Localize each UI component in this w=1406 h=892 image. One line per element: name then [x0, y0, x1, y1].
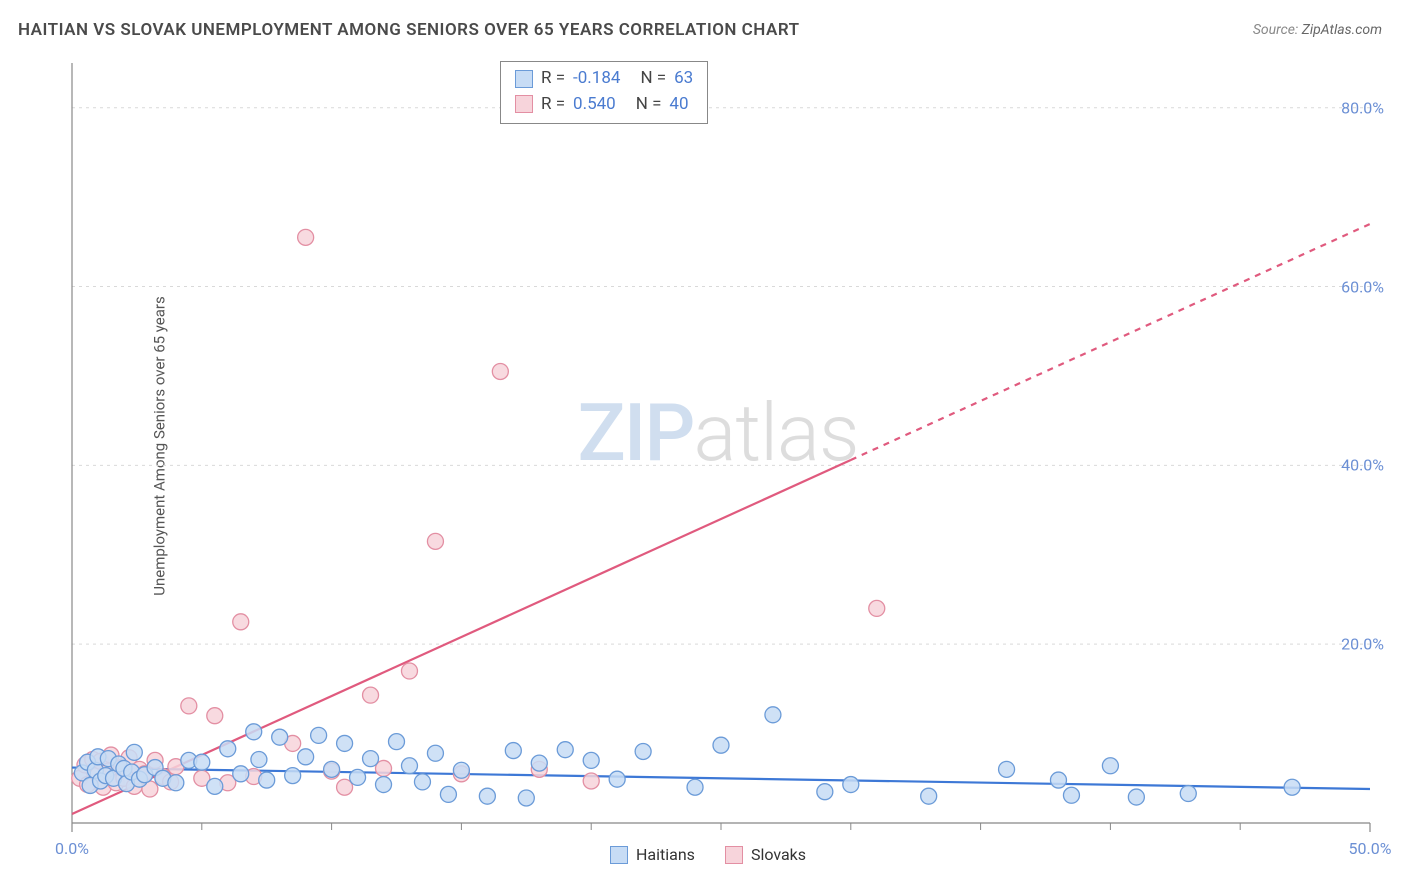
x-tick-label: 0.0% — [55, 839, 89, 858]
y-tick-label: 40.0% — [1341, 456, 1384, 475]
swatch-haitians — [515, 70, 533, 88]
chart-title: HAITIAN VS SLOVAK UNEMPLOYMENT AMONG SEN… — [18, 20, 800, 40]
r-value-haitians: -0.184 — [573, 66, 620, 92]
series-legend: Haitians Slovaks — [610, 845, 806, 864]
x-tick-label: 50.0% — [1349, 839, 1392, 858]
r-label: R = — [541, 66, 565, 92]
legend-label-slovaks: Slovaks — [751, 845, 806, 864]
legend-item-slovaks: Slovaks — [725, 845, 806, 864]
legend-item-haitians: Haitians — [610, 845, 695, 864]
y-tick-label: 60.0% — [1341, 277, 1384, 296]
n-value-haitians: 63 — [674, 66, 693, 92]
n-label: N = — [636, 92, 662, 118]
n-label: N = — [640, 66, 666, 92]
source-value: ZipAtlas.com — [1302, 22, 1382, 38]
legend-label-haitians: Haitians — [636, 845, 695, 864]
stats-row-haitians: R = -0.184 N = 63 — [515, 66, 693, 92]
stats-row-slovaks: R = 0.540 N = 40 — [515, 92, 693, 118]
r-value-slovaks: 0.540 — [573, 92, 616, 118]
correlation-stats-box: R = -0.184 N = 63 R = 0.540 N = 40 — [500, 61, 708, 124]
r-label: R = — [541, 92, 565, 118]
scatter-plot — [50, 55, 1386, 855]
y-tick-label: 80.0% — [1341, 98, 1384, 117]
chart-area: ZIPatlas R = -0.184 N = 63 R = 0.540 N =… — [50, 55, 1386, 842]
source-label: Source: — [1253, 22, 1298, 38]
swatch-haitians — [610, 846, 628, 864]
y-tick-label: 20.0% — [1341, 635, 1384, 654]
swatch-slovaks — [725, 846, 743, 864]
swatch-slovaks — [515, 95, 533, 113]
n-value-slovaks: 40 — [669, 92, 688, 118]
source-attribution: Source: ZipAtlas.com — [1253, 22, 1382, 38]
